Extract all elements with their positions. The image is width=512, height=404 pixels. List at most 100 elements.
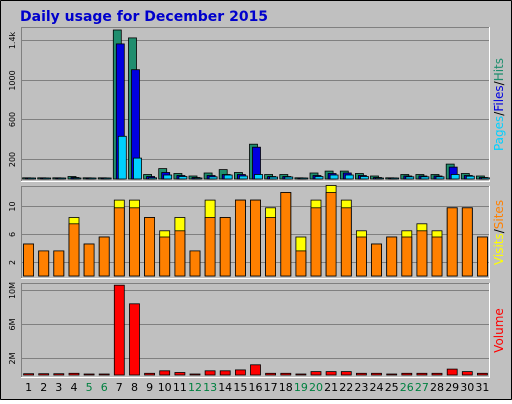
- bar-volume-day-4: [68, 372, 80, 376]
- x-tick-label-day-29: 29: [445, 381, 459, 394]
- bar-volume-day-11: [174, 372, 186, 376]
- bar-volume-day-2: [38, 373, 50, 376]
- bar-sites-day-12: [189, 250, 201, 277]
- bar-pages-day-31: [480, 177, 490, 180]
- bar-pages-day-15: [238, 175, 248, 180]
- bar-volume-day-12: [189, 373, 201, 376]
- side-label-hits-files-pages: Pages/Files/Hits: [492, 58, 506, 151]
- side-label-part: Volume: [492, 308, 506, 353]
- y-tick-label: 10: [8, 201, 17, 211]
- x-tick-label-day-19: 19: [294, 381, 308, 394]
- bar-sites-day-7: [113, 207, 125, 277]
- bar-volume-day-17: [265, 372, 277, 376]
- bar-pages-day-28: [435, 176, 445, 180]
- x-tick-label-day-10: 10: [158, 381, 172, 394]
- bar-pages-day-30: [465, 175, 475, 180]
- x-tick-label-day-5: 5: [86, 381, 93, 394]
- x-tick-label-day-13: 13: [203, 381, 217, 394]
- bar-pages-day-2: [42, 177, 52, 180]
- bar-volume-day-31: [476, 372, 488, 376]
- bar-sites-day-6: [98, 236, 110, 277]
- bar-pages-day-25: [390, 177, 400, 180]
- bar-sites-day-20: [310, 207, 322, 277]
- bar-volume-day-30: [461, 371, 473, 376]
- bar-pages-day-22: [344, 174, 354, 180]
- bar-pages-day-14: [223, 174, 233, 180]
- x-tick-label-day-7: 7: [116, 381, 123, 394]
- bar-volume-day-29: [446, 368, 458, 376]
- x-tick-label-day-2: 2: [40, 381, 47, 394]
- x-tick-label-day-26: 26: [400, 381, 414, 394]
- x-tick-label-day-9: 9: [146, 381, 153, 394]
- x-tick-label-day-24: 24: [370, 381, 384, 394]
- bar-sites-day-28: [431, 236, 443, 277]
- bar-sites-day-11: [174, 230, 186, 277]
- bar-volume-day-18: [280, 372, 292, 376]
- side-label-part: /: [492, 228, 506, 233]
- bar-volume-day-23: [355, 372, 367, 376]
- bar-pages-day-19: [299, 177, 309, 180]
- panel-volume: 2M 6M 10M Volume: [8, 282, 506, 378]
- bar-pages-day-3: [57, 177, 67, 180]
- chart-title: Daily usage for December 2015: [20, 9, 268, 25]
- side-label-part: Pages: [492, 116, 506, 151]
- side-label-part: Sites: [492, 200, 506, 229]
- x-tick-label-day-1: 1: [25, 381, 32, 394]
- bar-sites-day-31: [476, 236, 488, 277]
- side-label-volume: Volume: [492, 308, 506, 353]
- x-tick-label-day-30: 30: [460, 381, 474, 394]
- bar-pages-day-7: [117, 135, 127, 180]
- bar-pages-day-17: [269, 176, 279, 180]
- bar-sites-day-30: [461, 207, 473, 277]
- x-tick-label-day-8: 8: [131, 381, 138, 394]
- y-tick-label: 10M: [8, 282, 17, 299]
- bar-pages-day-10: [163, 174, 173, 180]
- bar-sites-day-4: [68, 223, 80, 277]
- bar-sites-day-10: [159, 236, 171, 277]
- bar-pages-day-9: [148, 177, 158, 180]
- side-label-part: /: [492, 111, 506, 116]
- x-tick-label-day-14: 14: [218, 381, 232, 394]
- bar-volume-day-15: [234, 369, 246, 376]
- x-tick-label-day-18: 18: [279, 381, 293, 394]
- bar-volume-day-24: [371, 372, 382, 376]
- x-tick-label-day-4: 4: [71, 381, 78, 394]
- bar-sites-day-5: [83, 243, 95, 277]
- side-label-part: /: [492, 80, 506, 85]
- bar-sites-day-16: [250, 199, 261, 277]
- bar-sites-day-27: [416, 230, 428, 277]
- chart-panels: 20060010001.4kPages/Files/Hits2610Visits…: [8, 27, 506, 394]
- x-tick-label-day-17: 17: [264, 381, 278, 394]
- bar-pages-day-18: [284, 176, 294, 180]
- bar-sites-day-29: [446, 207, 458, 277]
- bar-pages-day-6: [102, 177, 112, 180]
- bar-sites-day-3: [53, 250, 65, 277]
- x-tick-label-day-12: 12: [188, 381, 202, 394]
- x-tick-label-day-28: 28: [430, 381, 444, 394]
- bar-sites-day-17: [265, 217, 277, 277]
- bar-sites-day-26: [401, 236, 413, 277]
- panel-visits-sites: 2 6 10 Visits/Sites: [8, 185, 506, 279]
- y-tick-label: 1000: [8, 70, 17, 90]
- bar-volume-day-7: [113, 284, 125, 376]
- y-tick-label: 2: [8, 260, 17, 265]
- bar-volume-day-13: [204, 370, 216, 376]
- x-tick-label-day-21: 21: [324, 381, 338, 394]
- bar-pages-day-21: [329, 174, 339, 180]
- bar-sites-day-23: [355, 236, 367, 277]
- bar-volume-day-26: [401, 372, 413, 376]
- x-tick-label-day-22: 22: [339, 381, 353, 394]
- side-label-part: Files: [492, 85, 506, 111]
- bar-pages-day-29: [450, 174, 460, 180]
- bar-sites-day-19: [295, 250, 307, 277]
- y-tick-label: 200: [8, 152, 17, 167]
- bar-sites-day-9: [144, 217, 156, 277]
- bar-volume-day-6: [98, 373, 110, 376]
- panel-frame: [21, 283, 490, 378]
- bar-volume-day-28: [431, 372, 443, 376]
- bar-pages-day-12: [193, 177, 203, 180]
- bar-volume-day-8: [129, 303, 140, 376]
- bar-pages-day-20: [314, 176, 324, 180]
- bar-volume-day-27: [416, 372, 428, 376]
